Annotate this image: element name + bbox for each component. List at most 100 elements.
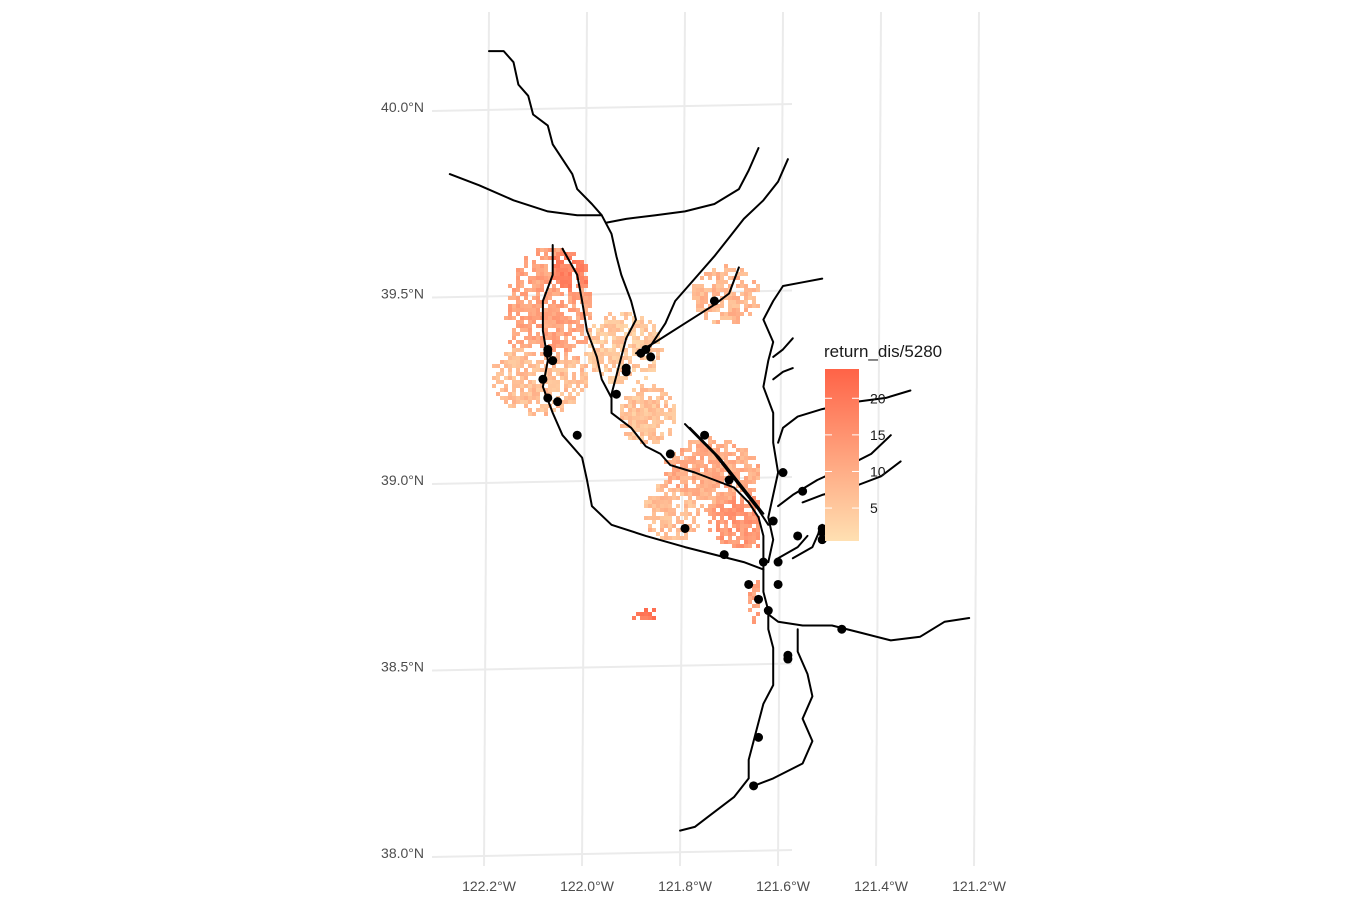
raster-cell <box>752 504 756 508</box>
raster-cell <box>552 304 556 308</box>
raster-cell <box>560 260 564 264</box>
raster-cell <box>608 320 612 324</box>
raster-cell <box>744 512 748 516</box>
raster-cell <box>640 356 644 360</box>
raster-cell <box>672 476 676 480</box>
raster-cell <box>696 524 700 528</box>
raster-cell <box>644 612 648 616</box>
raster-cell <box>656 412 660 416</box>
raster-cell <box>756 464 760 468</box>
raster-cell <box>748 288 752 292</box>
raster-cell <box>676 476 680 480</box>
raster-cell <box>520 316 524 320</box>
raster-cell <box>752 604 756 608</box>
raster-cell <box>544 356 548 360</box>
raster-cell <box>656 504 660 508</box>
raster-cell <box>576 308 580 312</box>
raster-cell <box>508 304 512 308</box>
raster-cell <box>708 456 712 460</box>
raster-cell <box>676 496 680 500</box>
raster-cell <box>564 396 568 400</box>
raster-cell <box>540 404 544 408</box>
raster-cell <box>648 336 652 340</box>
raster-cell <box>668 516 672 520</box>
raster-cell <box>648 364 652 368</box>
raster-cell <box>744 480 748 484</box>
raster-cell <box>540 384 544 388</box>
raster-cell <box>632 336 636 340</box>
raster-cell <box>564 280 568 284</box>
raster-cell <box>612 332 616 336</box>
raster-cell <box>704 484 708 488</box>
raster-cell <box>676 484 680 488</box>
raster-cell <box>572 260 576 264</box>
raster-cell <box>680 536 684 540</box>
raster-cell <box>572 356 576 360</box>
raster-cell <box>680 488 684 492</box>
raster-cell <box>748 520 752 524</box>
raster-cell <box>676 504 680 508</box>
raster-cell <box>580 316 584 320</box>
raster-cell <box>656 356 660 360</box>
raster-cell <box>528 300 532 304</box>
diversion-point-31 <box>763 606 773 616</box>
raster-cell <box>628 396 632 400</box>
raster-cell <box>728 292 732 296</box>
raster-cell <box>532 340 536 344</box>
raster-cell <box>612 376 616 380</box>
raster-cell <box>560 344 564 348</box>
raster-cell <box>644 336 648 340</box>
raster-cell <box>744 464 748 468</box>
raster-cell <box>596 336 600 340</box>
raster-cell <box>660 524 664 528</box>
raster-cell <box>656 400 660 404</box>
raster-cell <box>552 332 556 336</box>
raster-cell <box>520 396 524 400</box>
raster-cell <box>544 324 548 328</box>
raster-cell <box>752 620 756 624</box>
raster-cell <box>548 272 552 276</box>
raster-cell <box>720 304 724 308</box>
diversion-point-16 <box>724 475 734 485</box>
raster-cell <box>716 448 720 452</box>
raster-cell <box>564 276 568 280</box>
raster-cell <box>720 300 724 304</box>
raster-cell <box>660 396 664 400</box>
legend-tick-label: 20 <box>870 390 886 406</box>
raster-cell <box>568 264 572 268</box>
raster-cell <box>748 480 752 484</box>
raster-cell <box>724 268 728 272</box>
raster-cell <box>736 468 740 472</box>
raster-cell <box>612 324 616 328</box>
raster-cell <box>656 424 660 428</box>
raster-cell <box>588 328 592 332</box>
raster-cell <box>672 536 676 540</box>
raster-cell <box>696 308 700 312</box>
raster-cell <box>680 476 684 480</box>
raster-cell <box>564 364 568 368</box>
raster-cell <box>516 396 520 400</box>
raster-cell <box>728 516 732 520</box>
raster-cell <box>548 288 552 292</box>
raster-cell <box>508 396 512 400</box>
raster-cell <box>740 300 744 304</box>
raster-cell <box>716 284 720 288</box>
raster-cell <box>564 268 568 272</box>
raster-cell <box>524 376 528 380</box>
raster-cell <box>564 372 568 376</box>
legend: return_dis/5280 20 15 10 5 <box>824 342 942 541</box>
raster-cell <box>736 304 740 308</box>
raster-cell <box>628 400 632 404</box>
raster-cell <box>536 408 540 412</box>
diversion-point-23 <box>793 531 803 541</box>
legend-tick-label: 15 <box>870 427 886 443</box>
raster-cell <box>536 368 540 372</box>
raster-cell <box>520 400 524 404</box>
raster-cell <box>540 272 544 276</box>
raster-cell <box>576 356 580 360</box>
raster-cell <box>568 396 572 400</box>
raster-cell <box>740 268 744 272</box>
raster-cell <box>684 488 688 492</box>
raster-cell <box>524 368 528 372</box>
raster-cell <box>720 540 724 544</box>
